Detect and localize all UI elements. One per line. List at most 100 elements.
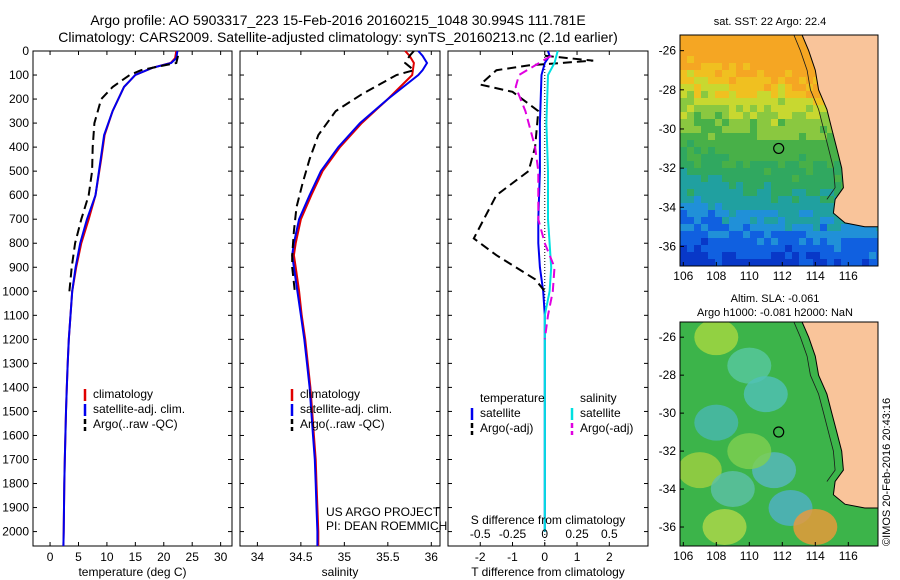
sst-cell [841, 231, 849, 239]
sst-cell [757, 42, 765, 50]
series-line [514, 54, 556, 340]
sst-cell [764, 112, 772, 120]
sst-cell [799, 161, 807, 169]
sst-cell [722, 259, 730, 266]
sst-cell [729, 84, 737, 92]
sst-cell [715, 105, 723, 113]
sst-cell [736, 154, 744, 162]
sst-cell [827, 245, 835, 253]
sst-cell [722, 49, 730, 57]
sst-cell [778, 182, 786, 190]
sst-cell [715, 98, 723, 106]
sst-cell [750, 154, 758, 162]
sst-cell [757, 35, 765, 43]
x-tick-label: 35.5 [376, 550, 400, 564]
sst-cell [771, 49, 779, 57]
sst-cell [729, 49, 737, 57]
legend-heading: salinity [580, 391, 617, 405]
lon-tick-label: 116 [839, 269, 858, 283]
sst-cell [757, 154, 765, 162]
sst-cell [757, 91, 765, 99]
sst-cell [778, 154, 786, 162]
sst-cell [771, 105, 779, 113]
sst-cell [792, 133, 800, 141]
sla-map: -26 -28 -30 -32 -34 -36 106 108 110 112 114 116 [659, 321, 879, 563]
lon-tick-label: 112 [773, 549, 792, 563]
sst-cell [764, 210, 772, 218]
lat-tick-label: -32 [659, 161, 677, 175]
sst-cell [834, 259, 842, 266]
sst-cell [827, 133, 835, 141]
sst-cell [694, 154, 702, 162]
sst-cell [687, 259, 695, 266]
sst-cell [778, 126, 786, 134]
lon-tick-label: 110 [740, 269, 759, 283]
y-tick-label: 1800 [2, 477, 29, 491]
lat-tick-label: -28 [659, 83, 677, 97]
sst-cell [722, 196, 730, 204]
sst-cell [722, 245, 730, 253]
sst-cell [694, 189, 702, 197]
sst-cell [743, 56, 751, 64]
sst-cell [694, 91, 702, 99]
sst-cell [715, 84, 723, 92]
sst-cell [785, 252, 793, 260]
sst-cell [764, 252, 772, 260]
sst-cell [785, 189, 793, 197]
sst-cell [813, 126, 821, 134]
sst-cell [694, 238, 702, 246]
sst-cell [729, 231, 737, 239]
sst-cell [792, 77, 800, 85]
sst-cell [708, 63, 716, 71]
sst-cell [806, 210, 814, 218]
sst-cell [855, 245, 863, 253]
sst-cell [771, 217, 779, 225]
sst-cell [785, 224, 793, 232]
sst-cell [680, 126, 688, 134]
sst-cell [729, 217, 737, 225]
sst-cell [834, 154, 842, 162]
legend-label: Argo(..raw -QC) [300, 417, 385, 431]
sst-cell [701, 231, 709, 239]
sst-cell [806, 154, 814, 162]
sst-cell [771, 77, 779, 85]
sst-cell [785, 231, 793, 239]
sst-cell [764, 98, 772, 106]
sst-cell [680, 112, 688, 120]
y-tick-label: 300 [9, 116, 29, 130]
x-tick-label: 36 [425, 550, 439, 564]
sst-cell [694, 245, 702, 253]
sst-cell [785, 84, 793, 92]
sst-cell [792, 217, 800, 225]
sst-cell [792, 161, 800, 169]
lat-tick-label: -34 [659, 482, 677, 496]
sst-cell [876, 259, 878, 266]
sst-cell [750, 49, 758, 57]
sla-blob [680, 452, 722, 489]
sst-cell [785, 217, 793, 225]
sst-cell [764, 196, 772, 204]
sst-cell [701, 63, 709, 71]
sst-cell [715, 175, 723, 183]
sst-cell [743, 161, 751, 169]
sst-cell [827, 259, 835, 266]
sst-cell [855, 231, 863, 239]
y-tick-label: 1000 [2, 284, 29, 298]
sst-cell [708, 196, 716, 204]
sst-cell [785, 49, 793, 57]
x-tick-label: 35 [338, 550, 352, 564]
sst-cell [799, 119, 807, 127]
sst-cell [834, 182, 842, 190]
lat-tick-label: -34 [659, 200, 677, 214]
sst-cell [729, 56, 737, 64]
sst-cell [722, 119, 730, 127]
annotation-line: US ARGO PROJECT [326, 505, 441, 519]
secondary-x-tick-label: 0.25 [565, 527, 589, 541]
sst-cell [764, 161, 772, 169]
legend-label: Argo(..raw -QC) [93, 417, 178, 431]
legend-label: satellite [480, 406, 521, 420]
sst-cell [806, 133, 814, 141]
sst-cell [848, 259, 856, 266]
sst-cell [792, 182, 800, 190]
sst-cell [834, 245, 842, 253]
